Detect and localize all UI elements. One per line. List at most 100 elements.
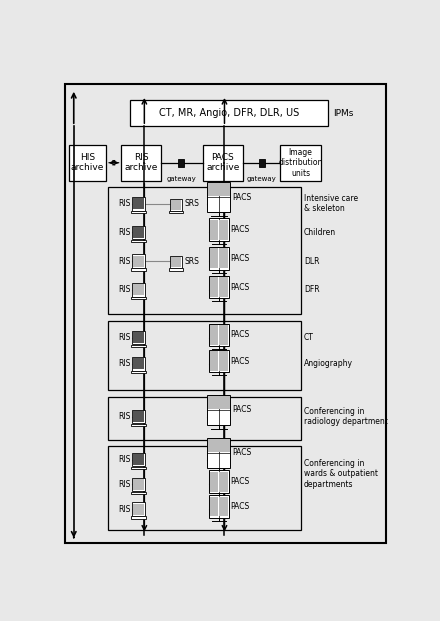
Bar (219, 439, 230, 452)
Bar (178, 159, 184, 167)
Bar (169, 268, 183, 271)
Bar (132, 225, 145, 239)
Text: RIS: RIS (118, 505, 130, 514)
Bar (133, 479, 144, 490)
Bar (131, 345, 146, 347)
Text: PACS: PACS (230, 254, 249, 263)
Bar (132, 357, 145, 371)
Bar (133, 358, 144, 369)
Bar (131, 268, 146, 271)
Text: HIS
archive: HIS archive (71, 153, 104, 173)
Bar (170, 199, 182, 211)
Text: Intensive care
& skeleton: Intensive care & skeleton (304, 194, 358, 214)
Text: PACS
archive: PACS archive (206, 153, 240, 173)
Bar (132, 502, 145, 516)
Text: PACS: PACS (230, 225, 249, 234)
Bar (219, 277, 227, 297)
Bar (132, 410, 145, 424)
Bar (219, 472, 227, 492)
Text: RIS: RIS (118, 455, 130, 464)
Text: Angiography: Angiography (304, 360, 353, 368)
Bar (131, 297, 146, 299)
Bar (209, 324, 228, 346)
Bar (219, 183, 230, 196)
Bar (132, 478, 145, 491)
Text: PACS: PACS (230, 477, 249, 486)
Bar (132, 331, 145, 345)
Bar (131, 211, 146, 213)
Bar (130, 100, 328, 126)
Text: IPMs: IPMs (333, 109, 353, 117)
Bar (208, 439, 219, 452)
Bar (133, 454, 144, 465)
Bar (131, 371, 146, 373)
Text: RIS: RIS (118, 412, 130, 421)
Bar (108, 321, 301, 390)
Bar (209, 247, 228, 270)
Bar (207, 182, 230, 212)
Text: PACS: PACS (230, 502, 249, 511)
Bar (133, 284, 144, 296)
Text: RIS: RIS (118, 360, 130, 368)
Text: gateway: gateway (247, 176, 277, 182)
Bar (219, 220, 227, 240)
Bar (69, 145, 106, 181)
Text: RIS: RIS (118, 285, 130, 294)
Bar (210, 472, 218, 492)
Bar (208, 396, 219, 409)
Text: RIS: RIS (118, 480, 130, 489)
Text: DLR: DLR (304, 256, 319, 266)
Bar (219, 396, 230, 409)
Text: SRS: SRS (184, 199, 199, 208)
Bar (207, 438, 230, 468)
Bar (210, 277, 218, 297)
Text: RIS: RIS (118, 256, 130, 266)
Bar (209, 496, 228, 518)
Bar (131, 467, 146, 469)
Bar (121, 145, 161, 181)
Bar (132, 197, 145, 211)
Text: PACS: PACS (230, 283, 249, 291)
Text: Conferencing in
radiology department: Conferencing in radiology department (304, 407, 388, 426)
Text: PACS: PACS (232, 406, 251, 414)
Text: SRS: SRS (184, 256, 199, 266)
Text: Conferencing in
wards & outpatient
departments: Conferencing in wards & outpatient depar… (304, 459, 378, 489)
Bar (108, 397, 301, 440)
Bar (171, 199, 181, 210)
Text: gateway: gateway (166, 176, 196, 182)
Bar (259, 159, 265, 167)
Bar (131, 517, 146, 519)
Text: RIS: RIS (118, 199, 130, 208)
Bar (133, 227, 144, 238)
Bar (210, 351, 218, 371)
Bar (209, 471, 228, 493)
Text: RIS: RIS (118, 333, 130, 342)
Text: PACS: PACS (232, 193, 251, 202)
Bar (210, 497, 218, 517)
Bar (170, 256, 182, 268)
Bar (219, 325, 227, 345)
Bar (108, 446, 301, 530)
Bar (209, 276, 228, 298)
Text: PACS: PACS (232, 448, 251, 458)
Bar (219, 248, 227, 268)
Bar (169, 211, 183, 213)
Bar (208, 183, 219, 196)
Bar (210, 248, 218, 268)
Bar (203, 145, 242, 181)
Bar (210, 220, 218, 240)
Text: RIS
archive: RIS archive (125, 153, 158, 173)
Text: CT: CT (304, 333, 314, 342)
Bar (210, 325, 218, 345)
Bar (219, 351, 227, 371)
Text: DFR: DFR (304, 285, 319, 294)
Text: RIS: RIS (118, 228, 130, 237)
Bar (133, 411, 144, 422)
Text: PACS: PACS (230, 356, 249, 366)
Bar (133, 332, 144, 343)
Bar (133, 255, 144, 266)
Text: CT, MR, Angio, DFR, DLR, US: CT, MR, Angio, DFR, DLR, US (159, 108, 299, 118)
Bar (209, 219, 228, 241)
Bar (219, 497, 227, 517)
Text: PACS: PACS (230, 330, 249, 339)
